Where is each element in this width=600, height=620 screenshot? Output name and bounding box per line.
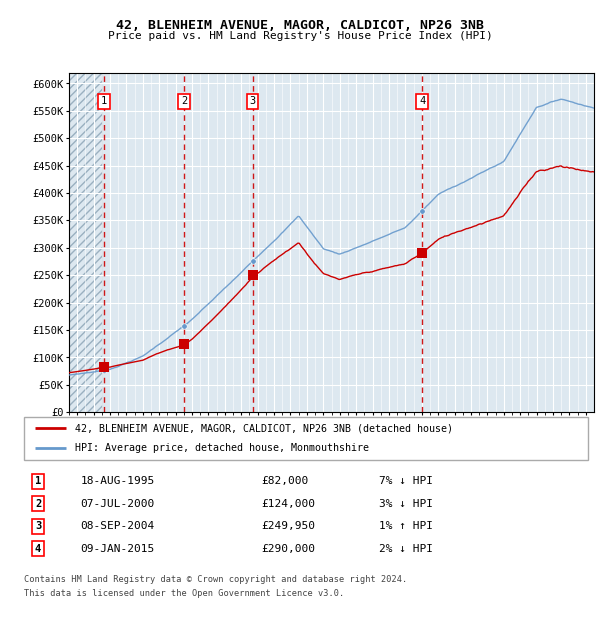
Bar	[69, 73, 102, 412]
Text: 1: 1	[101, 97, 107, 107]
Text: 42, BLENHEIM AVENUE, MAGOR, CALDICOT, NP26 3NB: 42, BLENHEIM AVENUE, MAGOR, CALDICOT, NP…	[116, 19, 484, 32]
Bar	[69, 73, 102, 412]
Text: 1: 1	[35, 476, 41, 486]
Text: 09-JAN-2015: 09-JAN-2015	[80, 544, 155, 554]
Text: 2: 2	[35, 499, 41, 509]
Text: Price paid vs. HM Land Registry's House Price Index (HPI): Price paid vs. HM Land Registry's House …	[107, 31, 493, 41]
Text: 2% ↓ HPI: 2% ↓ HPI	[379, 544, 433, 554]
Text: 42, BLENHEIM AVENUE, MAGOR, CALDICOT, NP26 3NB (detached house): 42, BLENHEIM AVENUE, MAGOR, CALDICOT, NP…	[75, 423, 453, 433]
Text: £290,000: £290,000	[261, 544, 315, 554]
Text: 4: 4	[35, 544, 41, 554]
Text: 4: 4	[419, 97, 425, 107]
Text: 08-SEP-2004: 08-SEP-2004	[80, 521, 155, 531]
Text: 3: 3	[35, 521, 41, 531]
Text: 7% ↓ HPI: 7% ↓ HPI	[379, 476, 433, 486]
Text: Contains HM Land Registry data © Crown copyright and database right 2024.: Contains HM Land Registry data © Crown c…	[24, 575, 407, 585]
Text: £82,000: £82,000	[261, 476, 308, 486]
Text: This data is licensed under the Open Government Licence v3.0.: This data is licensed under the Open Gov…	[24, 589, 344, 598]
Text: 18-AUG-1995: 18-AUG-1995	[80, 476, 155, 486]
Text: £124,000: £124,000	[261, 499, 315, 509]
Text: 3% ↓ HPI: 3% ↓ HPI	[379, 499, 433, 509]
Text: 1% ↑ HPI: 1% ↑ HPI	[379, 521, 433, 531]
Text: 2: 2	[181, 97, 187, 107]
Text: 3: 3	[250, 97, 256, 107]
Text: £249,950: £249,950	[261, 521, 315, 531]
Text: 07-JUL-2000: 07-JUL-2000	[80, 499, 155, 509]
FancyBboxPatch shape	[24, 417, 588, 460]
Text: HPI: Average price, detached house, Monmouthshire: HPI: Average price, detached house, Monm…	[75, 443, 369, 453]
